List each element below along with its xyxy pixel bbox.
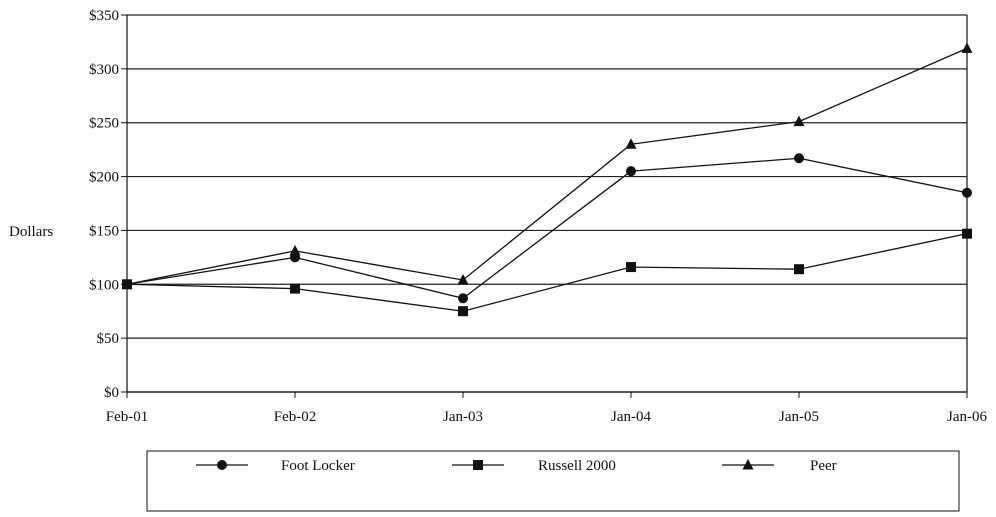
y-tick-label: $100: [89, 277, 119, 293]
y-tick-label: $200: [89, 170, 119, 186]
series-line-russell-2000: [126, 233, 968, 312]
y-tick-label: $150: [89, 223, 119, 239]
y-tick-labels: $0 $50 $100 $150 $200 $250 $300 $350: [89, 8, 119, 401]
data-point-foot-locker: [626, 166, 636, 177]
legend-item-russell-2000: Russell 2000: [452, 458, 616, 474]
legend-label: Peer: [810, 458, 837, 474]
legend-label: Foot Locker: [281, 458, 355, 474]
legend: Foot Locker Russell 2000 Peer: [146, 450, 960, 512]
y-tick-label: $350: [89, 8, 119, 24]
x-tick-label: Jan-04: [611, 409, 651, 425]
series-foot-locker: [122, 153, 972, 304]
y-axis-label: Dollars: [9, 224, 53, 240]
data-point-russell-2000: [626, 262, 636, 273]
data-point-peer: [289, 244, 301, 256]
legend-swatch-marker: [217, 460, 227, 470]
x-tick-labels: Feb-01 Feb-02 Jan-03 Jan-04 Jan-05 Jan-06: [106, 409, 988, 425]
data-point-peer: [457, 273, 469, 285]
data-point-peer: [121, 278, 133, 289]
legend-swatch-marker: [742, 459, 754, 470]
y-tick-label: $300: [89, 62, 119, 78]
series-line-foot-locker: [126, 157, 968, 299]
data-point-foot-locker: [794, 153, 804, 164]
axes: [121, 14, 968, 398]
x-tick-label: Jan-03: [443, 409, 483, 425]
data-point-peer: [961, 42, 973, 53]
x-tick-label: Jan-06: [947, 409, 987, 425]
data-point-foot-locker: [458, 293, 468, 304]
legend-item-foot-locker: Foot Locker: [196, 458, 355, 474]
x-tick-label: Jan-05: [779, 409, 819, 425]
data-point-russell-2000: [290, 283, 300, 294]
series-russell-2000: [122, 228, 972, 317]
legend-swatch-marker: [473, 460, 483, 470]
y-tick-label: $0: [104, 385, 119, 401]
series-line-peer: [126, 47, 968, 285]
x-tick-label: Feb-02: [274, 409, 317, 425]
data-point-foot-locker: [962, 187, 972, 198]
legend-item-peer: Peer: [722, 458, 837, 474]
data-point-peer: [793, 115, 805, 127]
y-tick-label: $250: [89, 116, 119, 132]
series-lines: [121, 42, 973, 317]
data-point-russell-2000: [962, 228, 972, 239]
y-tick-label: $50: [97, 331, 120, 347]
legend-label: Russell 2000: [538, 458, 616, 474]
data-point-peer: [625, 138, 637, 149]
legend-box: [146, 450, 960, 512]
x-tick-label: Feb-01: [106, 409, 149, 425]
series-peer: [121, 42, 973, 289]
data-point-russell-2000: [458, 306, 468, 317]
data-point-russell-2000: [794, 264, 804, 275]
gridlines: [127, 14, 967, 393]
